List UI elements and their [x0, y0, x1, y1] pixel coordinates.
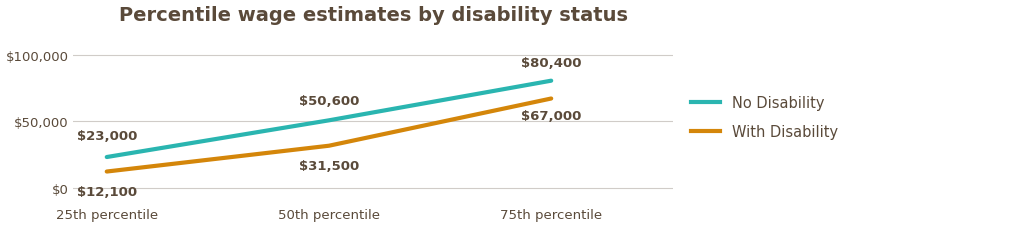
Legend: No Disability, With Disability: No Disability, With Disability [687, 91, 843, 144]
Text: $31,500: $31,500 [299, 159, 359, 172]
Text: $23,000: $23,000 [77, 130, 137, 143]
Text: $80,400: $80,400 [521, 57, 582, 69]
Text: $50,600: $50,600 [299, 95, 359, 108]
Text: $12,100: $12,100 [77, 185, 137, 198]
Title: Percentile wage estimates by disability status: Percentile wage estimates by disability … [119, 5, 628, 25]
Text: $67,000: $67,000 [521, 110, 582, 123]
